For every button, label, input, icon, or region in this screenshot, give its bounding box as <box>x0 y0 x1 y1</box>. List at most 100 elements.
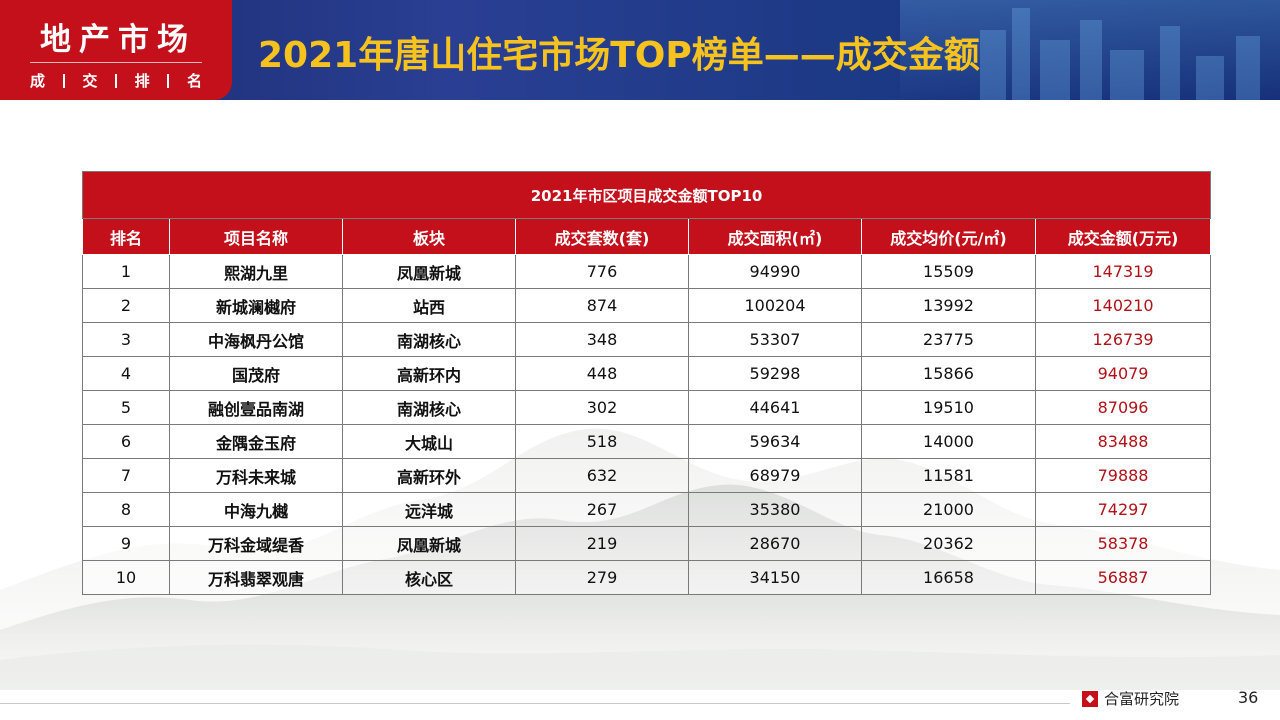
badge-separator <box>167 73 170 88</box>
column-header: 板块 <box>342 218 516 255</box>
column-header: 成交套数(套) <box>515 218 689 255</box>
page-title: 2021年唐山住宅市场TOP榜单——成交金额 <box>258 35 980 76</box>
badge-title: 地产市场 <box>40 22 196 58</box>
badge-subtitle: 成 交 排 名 <box>30 70 202 91</box>
amount-cell: 74297 <box>1034 492 1212 527</box>
project-name-cell: 万科翡翠观唐 <box>169 560 343 595</box>
avg-price-cell: 20362 <box>861 526 1036 561</box>
skyline-building <box>1160 26 1180 100</box>
footer-divider <box>0 703 1070 704</box>
project-name-cell: 金隅金玉府 <box>169 424 343 459</box>
area-sqm-cell: 94990 <box>688 254 862 289</box>
rank-cell: 10 <box>82 560 170 595</box>
badge-sub-char: 交 <box>82 72 98 90</box>
avg-price-cell: 19510 <box>861 390 1036 425</box>
skyline-building <box>1012 8 1030 100</box>
district-cell: 站西 <box>342 288 516 323</box>
table-row: 10 万科翡翠观唐 核心区 279 34150 16658 56887 <box>82 560 1212 595</box>
avg-price-cell: 14000 <box>861 424 1036 459</box>
units-cell: 348 <box>515 322 689 357</box>
district-cell: 南湖核心 <box>342 390 516 425</box>
table-row: 2 新城澜樾府 站西 874 100204 13992 140210 <box>82 288 1212 323</box>
district-cell: 南湖核心 <box>342 322 516 357</box>
amount-cell: 56887 <box>1034 560 1212 595</box>
avg-price-cell: 11581 <box>861 458 1036 493</box>
badge-divider <box>30 62 202 63</box>
area-sqm-cell: 28670 <box>688 526 862 561</box>
column-header: 成交金额(万元) <box>1034 218 1212 255</box>
area-sqm-cell: 100204 <box>688 288 862 323</box>
column-header: 项目名称 <box>169 218 343 255</box>
rank-cell: 9 <box>82 526 170 561</box>
amount-cell: 83488 <box>1034 424 1212 459</box>
table-row: 1 熙湖九里 凤凰新城 776 94990 15509 147319 <box>82 254 1212 289</box>
badge-sub-char: 名 <box>186 72 202 90</box>
skyline-building <box>1110 50 1144 100</box>
project-name-cell: 中海枫丹公馆 <box>169 322 343 357</box>
badge-sub-char: 排 <box>134 72 150 90</box>
avg-price-cell: 15866 <box>861 356 1036 391</box>
district-cell: 凤凰新城 <box>342 526 516 561</box>
ranking-table: 2021年市区项目成交金额TOP10 排名 项目名称 板块 成交套数(套) 成交面积(㎡… <box>81 171 1212 595</box>
project-name-cell: 国茂府 <box>169 356 343 391</box>
badge-separator <box>115 73 117 88</box>
area-sqm-cell: 35380 <box>688 492 862 527</box>
units-cell: 776 <box>515 254 689 289</box>
district-cell: 核心区 <box>342 560 516 595</box>
rank-cell: 6 <box>82 424 170 459</box>
units-cell: 518 <box>515 424 689 459</box>
column-header: 成交面积(㎡) <box>688 218 862 255</box>
amount-cell: 87096 <box>1034 390 1212 425</box>
area-sqm-cell: 68979 <box>688 458 862 493</box>
brand-logo-icon <box>1082 690 1098 707</box>
badge-separator <box>62 73 65 88</box>
banner-glow <box>900 0 1280 100</box>
project-name-cell: 新城澜樾府 <box>169 288 343 323</box>
skyline-building <box>1080 20 1102 100</box>
amount-cell: 147319 <box>1034 254 1212 289</box>
amount-cell: 79888 <box>1034 458 1212 493</box>
amount-cell: 94079 <box>1034 356 1212 391</box>
project-name-cell: 熙湖九里 <box>169 254 343 289</box>
units-cell: 874 <box>515 288 689 323</box>
avg-price-cell: 21000 <box>861 492 1036 527</box>
table-row: 4 国茂府 高新环内 448 59298 15866 94079 <box>82 356 1212 391</box>
rank-cell: 1 <box>82 254 170 289</box>
badge-sub-char: 成 <box>30 72 46 90</box>
skyline-building <box>1196 56 1224 100</box>
amount-cell: 140210 <box>1034 288 1212 323</box>
avg-price-cell: 23775 <box>861 322 1036 357</box>
district-cell: 凤凰新城 <box>342 254 516 289</box>
district-cell: 高新环外 <box>342 458 516 493</box>
footer-brand: 合富研究院 <box>1082 688 1179 709</box>
column-header: 排名 <box>82 218 170 255</box>
district-cell: 大城山 <box>342 424 516 459</box>
units-cell: 632 <box>515 458 689 493</box>
units-cell: 279 <box>515 560 689 595</box>
area-sqm-cell: 59298 <box>688 356 862 391</box>
area-sqm-cell: 59634 <box>688 424 862 459</box>
rank-cell: 4 <box>82 356 170 391</box>
units-cell: 448 <box>515 356 689 391</box>
avg-price-cell: 16658 <box>861 560 1036 595</box>
rank-cell: 2 <box>82 288 170 323</box>
units-cell: 219 <box>515 526 689 561</box>
table-row: 3 中海枫丹公馆 南湖核心 348 53307 23775 126739 <box>82 322 1212 357</box>
table-row: 7 万科未来城 高新环外 632 68979 11581 79888 <box>82 458 1212 493</box>
skyline-building <box>1040 40 1070 100</box>
avg-price-cell: 13992 <box>861 288 1036 323</box>
brand-name: 合富研究院 <box>1104 690 1180 708</box>
table-row: 5 融创壹品南湖 南湖核心 302 44641 19510 87096 <box>82 390 1212 425</box>
rank-cell: 5 <box>82 390 170 425</box>
amount-cell: 58378 <box>1034 526 1212 561</box>
project-name-cell: 中海九樾 <box>169 492 343 527</box>
table-row: 8 中海九樾 远洋城 267 35380 21000 74297 <box>82 492 1212 527</box>
project-name-cell: 万科金域缇香 <box>169 526 343 561</box>
skyline-building <box>1236 36 1260 100</box>
section-badge: 地产市场 成 交 排 名 <box>0 0 232 100</box>
rank-cell: 7 <box>82 458 170 493</box>
avg-price-cell: 15509 <box>861 254 1036 289</box>
district-cell: 高新环内 <box>342 356 516 391</box>
amount-cell: 126739 <box>1034 322 1212 357</box>
rank-cell: 8 <box>82 492 170 527</box>
